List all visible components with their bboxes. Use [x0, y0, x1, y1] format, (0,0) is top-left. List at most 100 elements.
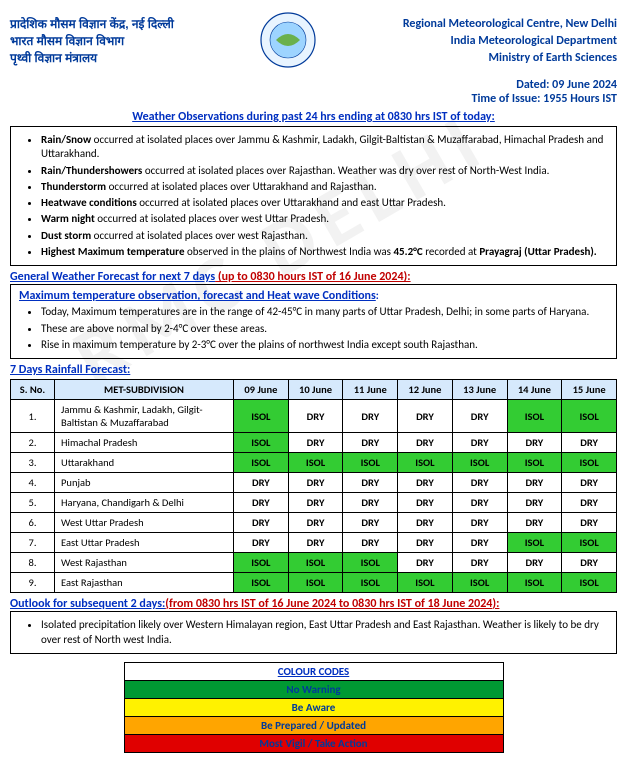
forecast-cell: ISOL: [234, 553, 289, 573]
forecast-cell: DRY: [398, 473, 453, 493]
outlook-box: Isolated precipitation likely over Weste…: [10, 611, 617, 654]
header-hindi-1: प्रादेशिक मौसम विज्ञान केंद्र, नई दिल्ली: [10, 16, 174, 33]
max-temp-title: Maximum temperature observation, forecas…: [19, 289, 376, 303]
table-header-cell: 14 June: [507, 380, 562, 400]
forecast-cell: ISOL: [234, 573, 289, 593]
forecast-cell: ISOL: [398, 453, 453, 473]
subdivision-cell: Uttarakhand: [55, 453, 234, 473]
observation-item: Warm night occurred at isolated places o…: [41, 212, 608, 226]
table-row: 1.Jammu & Kashmir, Ladakh, Gilgit-Baltis…: [11, 400, 617, 433]
forecast-cell: DRY: [507, 553, 562, 573]
header-hindi-2: भारत मौसम विज्ञान विभाग: [10, 33, 174, 50]
subdivision-cell: West Rajasthan: [55, 553, 234, 573]
observation-item: Rain/Snow occurred at isolated places ov…: [41, 133, 608, 162]
rainfall-title: 7 Days Rainfall Forecast:: [10, 363, 617, 377]
forecast-cell: DRY: [507, 493, 562, 513]
observation-item: Highest Maximum temperature observed in …: [41, 245, 608, 259]
max-temp-item: Rise in maximum temperature by 2-3°C ove…: [41, 338, 608, 352]
forecast-cell: DRY: [507, 473, 562, 493]
forecast-cell: ISOL: [562, 533, 617, 553]
color-codes-table: COLOUR CODES No Warning Be Aware Be Prep…: [124, 662, 504, 753]
table-header-cell: 13 June: [452, 380, 507, 400]
sn-cell: 3.: [11, 453, 55, 473]
forecast-cell: DRY: [288, 433, 343, 453]
forecast-cell: ISOL: [507, 400, 562, 433]
forecast-cell: DRY: [398, 533, 453, 553]
outlook-header: Outlook for subsequent 2 days:(from 0830…: [10, 597, 617, 611]
table-header-cell: MET-SUBDIVISION: [55, 380, 234, 400]
observation-item: Rain/Thundershowers occurred at isolated…: [41, 164, 608, 178]
subdivision-cell: West Uttar Pradesh: [55, 513, 234, 533]
forecast-cell: DRY: [398, 553, 453, 573]
forecast-cell: DRY: [452, 473, 507, 493]
forecast-cell: DRY: [452, 400, 507, 433]
forecast-cell: DRY: [343, 473, 398, 493]
header-eng-2: India Meteorological Department: [403, 33, 617, 50]
forecast-cell: DRY: [452, 533, 507, 553]
forecast-cell: ISOL: [452, 573, 507, 593]
forecast-header: General Weather Forecast for next 7 days…: [10, 270, 617, 284]
forecast-cell: DRY: [343, 493, 398, 513]
forecast-cell: ISOL: [507, 453, 562, 473]
logo: [258, 10, 318, 73]
header-left: प्रादेशिक मौसम विज्ञान केंद्र, नई दिल्ली…: [10, 16, 174, 66]
table-header-cell: 15 June: [562, 380, 617, 400]
cc-red: Most Vigil / Take Action: [124, 734, 503, 752]
forecast-cell: ISOL: [288, 553, 343, 573]
sn-cell: 6.: [11, 513, 55, 533]
table-row: 6.West Uttar PradeshDRYDRYDRYDRYDRYDRYDR…: [11, 513, 617, 533]
forecast-title: General Weather Forecast for next 7 days: [10, 270, 215, 284]
forecast-cell: DRY: [398, 493, 453, 513]
sn-cell: 7.: [11, 533, 55, 553]
sn-cell: 1.: [11, 400, 55, 433]
outlook-item: Isolated precipitation likely over Weste…: [41, 618, 608, 647]
header-right: Regional Meteorological Centre, New Delh…: [403, 16, 617, 66]
observation-item: Thunderstorm occurred at isolated places…: [41, 180, 608, 194]
forecast-cell: DRY: [288, 493, 343, 513]
forecast-cell: DRY: [562, 473, 617, 493]
sn-cell: 5.: [11, 493, 55, 513]
subdivision-cell: Haryana, Chandigarh & Delhi: [55, 493, 234, 513]
forecast-cell: DRY: [234, 533, 289, 553]
subdivision-cell: Himachal Pradesh: [55, 433, 234, 453]
max-temp-item: Today, Maximum temperatures are in the r…: [41, 305, 608, 319]
table-row: 4.PunjabDRYDRYDRYDRYDRYDRYDRY: [11, 473, 617, 493]
forecast-cell: DRY: [234, 473, 289, 493]
cc-title: COLOUR CODES: [124, 662, 503, 680]
forecast-cell: DRY: [452, 433, 507, 453]
max-temp-item: These are above normal by 2-4°C over the…: [41, 322, 608, 336]
cc-orange: Be Prepared / Updated: [124, 716, 503, 734]
forecast-cell: ISOL: [343, 553, 398, 573]
observations-box: Rain/Snow occurred at isolated places ov…: [10, 126, 617, 266]
forecast-cell: DRY: [562, 553, 617, 573]
forecast-cell: DRY: [562, 513, 617, 533]
header-eng-3: Ministry of Earth Sciences: [403, 50, 617, 67]
forecast-cell: DRY: [343, 433, 398, 453]
sn-cell: 4.: [11, 473, 55, 493]
observations-list: Rain/Snow occurred at isolated places ov…: [19, 133, 608, 259]
forecast-cell: ISOL: [562, 453, 617, 473]
table-header-cell: 10 June: [288, 380, 343, 400]
table-header-cell: S. No.: [11, 380, 55, 400]
forecast-cell: DRY: [452, 553, 507, 573]
forecast-cell: ISOL: [234, 433, 289, 453]
document-header: प्रादेशिक मौसम विज्ञान केंद्र, नई दिल्ली…: [10, 10, 617, 73]
sn-cell: 8.: [11, 553, 55, 573]
forecast-cell: ISOL: [507, 573, 562, 593]
forecast-cell: ISOL: [507, 533, 562, 553]
outlook-list: Isolated precipitation likely over Weste…: [19, 618, 608, 647]
sn-cell: 2.: [11, 433, 55, 453]
forecast-cell: DRY: [452, 513, 507, 533]
dated-line: Dated: 09 June 2024: [10, 78, 617, 92]
table-header-cell: 12 June: [398, 380, 453, 400]
forecast-cell: DRY: [398, 433, 453, 453]
outlook-label: Outlook for subsequent 2 days:: [10, 597, 165, 611]
forecast-cell: DRY: [507, 433, 562, 453]
header-hindi-3: पृथ्वी विज्ञान मंत्रालय: [10, 50, 174, 67]
forecast-cell: DRY: [343, 513, 398, 533]
forecast-cell: DRY: [234, 513, 289, 533]
table-row: 8.West RajasthanISOLISOLISOLDRYDRYDRYDRY: [11, 553, 617, 573]
forecast-box: Maximum temperature observation, forecas…: [10, 284, 617, 359]
max-temp-list: Today, Maximum temperatures are in the r…: [19, 305, 608, 352]
forecast-title-extra: (up to 0830 hours IST of 16 June 2024):: [215, 270, 410, 284]
